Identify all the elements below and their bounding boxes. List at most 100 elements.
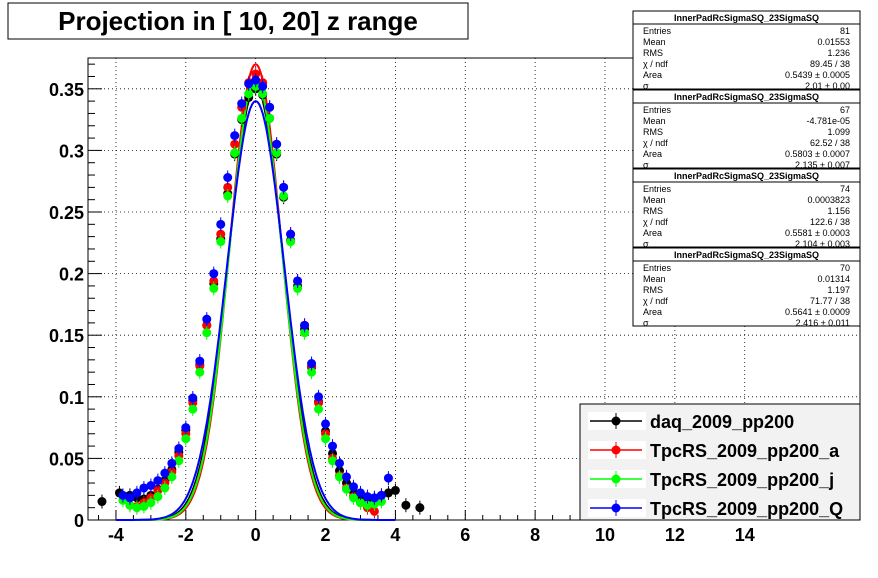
data-point (390, 485, 400, 495)
data-point (125, 493, 135, 503)
data-point (202, 314, 212, 324)
fit-curve-TpcRS_2009_pp200_a (115, 63, 396, 521)
data-point (195, 367, 205, 377)
data-point (174, 456, 184, 466)
data-point (272, 139, 282, 149)
data-point (188, 404, 198, 414)
y-tick-label: 0.25 (49, 203, 84, 223)
data-point (230, 139, 240, 149)
x-tick-label: -4 (108, 525, 124, 545)
data-point (335, 458, 345, 468)
data-point (258, 89, 268, 99)
data-point (369, 493, 379, 503)
stats-label: σ (643, 239, 649, 249)
data-point (279, 182, 289, 192)
x-tick-label: 6 (460, 525, 470, 545)
data-point (188, 393, 198, 403)
y-tick-label: 0.1 (59, 388, 84, 408)
data-point (362, 500, 372, 510)
data-point (216, 237, 226, 247)
data-point (181, 423, 191, 433)
data-points (97, 67, 425, 519)
y-tick-label: 0.2 (59, 265, 84, 285)
stats-value: 70 (840, 263, 850, 273)
chart-title: Projection in [ 10, 20] z range (58, 6, 418, 36)
data-point (125, 500, 135, 510)
stats-value: 89.45 / 38 (810, 59, 850, 69)
x-tick-label: 8 (530, 525, 540, 545)
data-point (139, 483, 149, 493)
legend-label: TpcRS_2009_pp200_a (650, 441, 840, 461)
data-point (321, 419, 331, 429)
legend-marker (611, 474, 621, 484)
stats-label: χ / ndf (643, 59, 668, 69)
legend-label: TpcRS_2009_pp200_j (650, 470, 834, 490)
stats-value: 1.197 (827, 285, 850, 295)
legend-label: daq_2009_pp200 (650, 412, 794, 432)
data-point (209, 269, 219, 279)
data-point (355, 498, 365, 508)
data-point (146, 481, 156, 491)
data-point (153, 492, 163, 502)
data-point (153, 476, 163, 486)
stats-label: RMS (643, 127, 663, 137)
stats-value: 0.0003823 (807, 195, 850, 205)
stats-label: Mean (643, 274, 666, 284)
stats-label: χ / ndf (643, 217, 668, 227)
stats-box-title: InnerPadRcSigmaSQ_23SigmaSQ (674, 250, 819, 260)
stats-label: σ (643, 160, 649, 170)
data-point (209, 283, 219, 293)
stats-value: 0.5581 ± 0.0003 (785, 228, 850, 238)
data-point (202, 328, 212, 338)
data-point (167, 472, 177, 482)
stats-label: Mean (643, 195, 666, 205)
data-point (244, 79, 254, 89)
stats-label: Area (643, 307, 662, 317)
data-point (237, 113, 247, 123)
data-point (307, 367, 317, 377)
title-box (7, 2, 469, 40)
stats-value: 0.5439 ± 0.0005 (785, 70, 850, 80)
axes: -4 -2 0 2 4 6 8 10 12 14 0 0.05 0.1 0.15 0.2 0.25 0.3 0.3… (49, 63, 851, 545)
data-point (314, 404, 324, 414)
stats-box-title: InnerPadRcSigmaSQ_23SigmaSQ (674, 92, 819, 102)
stats-value: 2.104 ± 0.003 (795, 239, 850, 249)
data-point (383, 473, 393, 483)
data-point (251, 75, 261, 85)
stats-value: 71.77 / 38 (810, 296, 850, 306)
data-point (383, 488, 393, 498)
data-point (376, 490, 386, 500)
y-tick-label: 0 (74, 511, 84, 531)
data-point (328, 441, 338, 451)
stats-label: Entries (643, 105, 672, 115)
data-point (216, 229, 226, 239)
stats-value: 1.236 (827, 48, 850, 58)
data-point (293, 283, 303, 293)
stats-label: RMS (643, 285, 663, 295)
data-point (167, 458, 177, 468)
stats-value: 2.416 ± 0.011 (796, 318, 850, 328)
data-point (118, 490, 128, 500)
data-point (348, 493, 358, 503)
stats-value: 0.01553 (817, 37, 850, 47)
stats-value: 74 (840, 184, 850, 194)
stats-value: 1.156 (827, 206, 850, 216)
x-tick-label: -2 (178, 525, 194, 545)
stats-label: RMS (643, 48, 663, 58)
y-tick-label: 0.05 (49, 449, 84, 469)
x-tick-label: 10 (595, 525, 615, 545)
x-tick-label: 12 (665, 525, 685, 545)
fit-curves (115, 63, 396, 521)
legend-label: TpcRS_2009_pp200_Q (650, 499, 843, 519)
data-point (300, 328, 310, 338)
data-point (230, 148, 240, 158)
data-point (401, 500, 411, 510)
data-point (237, 99, 247, 109)
x-tick-label: 2 (321, 525, 331, 545)
stats-label: Area (643, 70, 662, 80)
data-point (132, 488, 142, 498)
fit-curve-TpcRS_2009_pp200_Q (115, 100, 396, 521)
data-point (265, 113, 275, 123)
data-point (279, 191, 289, 201)
stats-label: σ (643, 81, 649, 91)
